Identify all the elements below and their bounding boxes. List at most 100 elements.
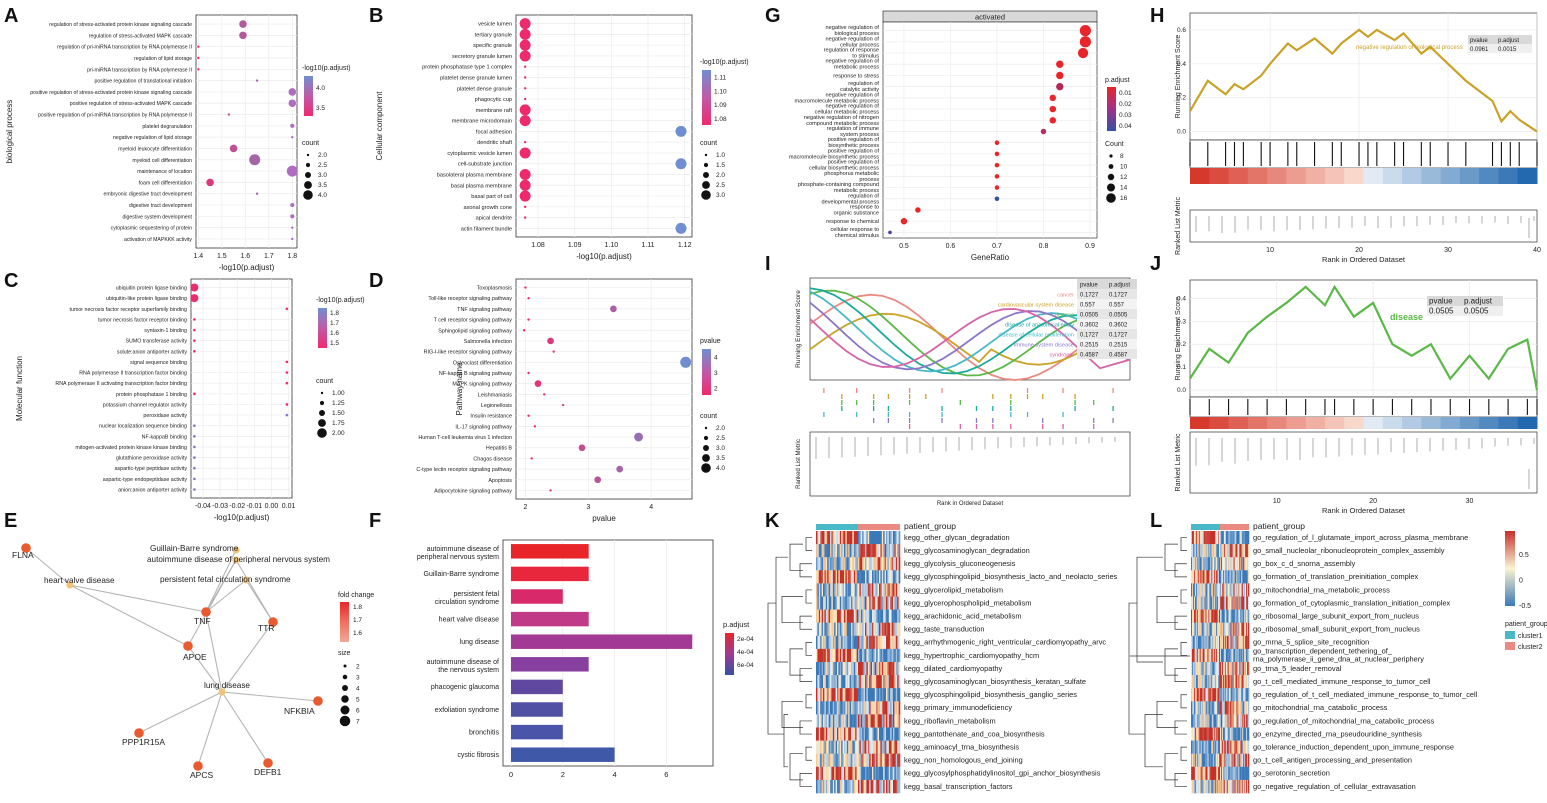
heatmap-cell: [1202, 544, 1204, 558]
heatmap-cell: [1210, 727, 1212, 741]
heatmap-cell: [1244, 544, 1246, 558]
x-tick-label: 30: [1444, 247, 1452, 254]
heatmap-cell: [1191, 609, 1194, 623]
heatmap-cell: [863, 635, 866, 650]
rank-color-cell: [1324, 417, 1345, 429]
heatmap-cell: [860, 753, 863, 768]
heatmap-cell: [1193, 622, 1196, 637]
heatmap-cell: [1194, 688, 1197, 702]
heatmap-cell: [827, 688, 829, 702]
heatmap-cell: [876, 570, 878, 584]
heatmap-cell: [886, 727, 888, 741]
heatmap-cell: [888, 557, 891, 571]
heatmap-cell: [1205, 662, 1207, 676]
heatmap-cell: [1200, 701, 1202, 715]
heatmap-cell: [1209, 583, 1211, 597]
heatmap-cell: [817, 531, 820, 545]
heatmap-cell: [1240, 570, 1242, 584]
disease-node: [218, 688, 226, 696]
heatmap-cell: [1223, 557, 1226, 571]
heatmap-cell: [886, 688, 888, 702]
heatmap-cell: [859, 727, 862, 741]
heatmap-cell: [1216, 753, 1218, 768]
heatmap-cell: [831, 740, 834, 754]
heatmap-cell: [820, 622, 822, 637]
data-point: [675, 222, 687, 234]
heatmap-cell: [846, 766, 849, 781]
color-legend-label: 3.5: [316, 105, 325, 112]
stat-header: pvalue: [1470, 38, 1488, 44]
heatmap-cell: [1216, 557, 1218, 571]
heatmap-cell: [866, 766, 869, 781]
y-tick-label: myeloid leukocyte differentiation: [118, 146, 192, 152]
y-tick-label: protein phosphatase 1 binding: [116, 392, 187, 398]
heatmap-cell: [863, 675, 866, 689]
heatmap-cell: [1198, 766, 1200, 781]
heatmap-cell: [849, 648, 852, 663]
heatmap-cell: [821, 609, 824, 623]
heatmap-cell: [1220, 714, 1222, 728]
heatmap-cell: [1236, 570, 1238, 584]
x-tick-label: 1.6: [240, 253, 250, 260]
size-legend-title: count: [700, 140, 717, 147]
heatmap-cell: [1191, 531, 1193, 545]
y-tick-label: potassium channel regulator activity: [103, 402, 188, 408]
rank-color-cell: [1421, 168, 1442, 184]
heatmap-cell: [1212, 753, 1214, 768]
size-legend-label: 4.0: [716, 465, 725, 472]
series-label: syndrome: [1049, 353, 1074, 359]
heatmap-row-label: kegg_basal_transcription_factors: [904, 782, 1013, 791]
heatmap-cell: [855, 622, 857, 637]
y-tick-label: embryonic digestive tract development: [103, 192, 192, 198]
heatmap-cell: [886, 701, 888, 715]
gene-node: [193, 761, 203, 771]
heatmap-cell: [1212, 531, 1214, 545]
stat-header: p.adjust: [1464, 297, 1493, 306]
heatmap-cell: [823, 727, 825, 741]
y-tick-label: digestive tract development: [129, 203, 193, 209]
heatmap-cell: [1229, 635, 1231, 650]
y-tick-label: cystic fibrosis: [457, 752, 499, 759]
heatmap-cell: [1213, 609, 1215, 623]
heatmap-cell: [887, 596, 890, 610]
heatmap-cell: [1214, 531, 1216, 545]
heatmap-cell: [825, 531, 828, 545]
heatmap-cell: [862, 583, 864, 597]
heatmap-cell: [1204, 714, 1206, 728]
heatmap-cell: [1229, 714, 1231, 728]
heatmap-cell: [830, 714, 832, 728]
rank-color-cell: [1344, 417, 1364, 429]
heatmap-cell: [1192, 596, 1195, 610]
heatmap-cell: [1220, 648, 1222, 663]
heatmap-cell: [1212, 740, 1214, 754]
y-tick-label: platelet dense granule lumen: [440, 76, 512, 82]
y-tick-label: positive regulation of: [828, 137, 880, 143]
heatmap-cell: [1216, 740, 1218, 754]
heatmap-cell: [1233, 570, 1235, 584]
heatmap-cell: [856, 609, 859, 623]
heatmap-cell: [887, 740, 890, 754]
heatmap-cell: [821, 779, 824, 794]
heatmap-cell: [855, 648, 857, 663]
y-tick-label: tumor necrosis factor receptor binding: [98, 317, 187, 323]
heatmap-cell: [858, 675, 860, 689]
heatmap-cell: [883, 609, 885, 623]
rank-color-cell: [1286, 168, 1307, 184]
heatmap-cell: [1245, 675, 1247, 689]
heatmap-cell: [1226, 740, 1229, 754]
heatmap-cell: [1239, 648, 1241, 663]
heatmap-cell: [1242, 701, 1244, 715]
heatmap-cell: [1230, 740, 1232, 754]
heatmap-cell: [835, 648, 838, 663]
x-tick-label: 1.12: [678, 242, 692, 249]
heatmap-cell: [866, 544, 869, 558]
heatmap-cell: [876, 779, 878, 794]
y-tick-label: cellular biosynthetic process: [809, 166, 879, 172]
data-point: [286, 165, 298, 177]
heatmap-cell: [1219, 609, 1221, 623]
heatmap-cell: [842, 648, 845, 663]
y-tick-label: SUMO transferase activity: [125, 339, 187, 345]
heatmap-cell: [898, 766, 901, 781]
heatmap-cell: [891, 648, 894, 663]
heatmap-cell: [1209, 609, 1211, 623]
